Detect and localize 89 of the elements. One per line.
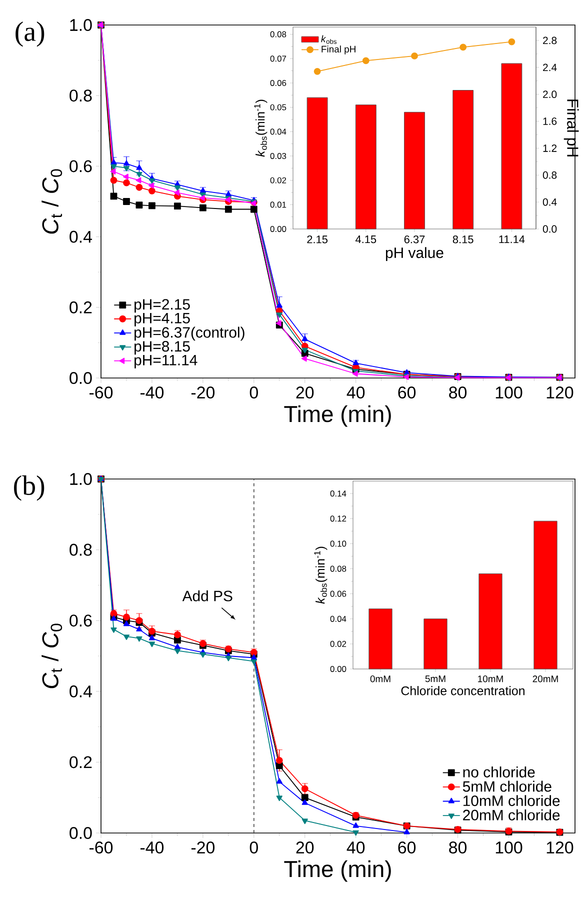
legend-label: pH=11.14 xyxy=(134,354,198,368)
y-tick-label: 0.8 xyxy=(70,90,92,102)
y2-tick-label: 1.6 xyxy=(543,118,557,125)
text: (b) xyxy=(14,475,44,501)
x-tick-label: 120 xyxy=(546,386,574,399)
y-tick-label: 1.0 xyxy=(70,472,92,485)
x-tick-label: 0 xyxy=(250,386,258,399)
y-tick-label: 0.00 xyxy=(330,666,346,672)
x-tick-label: 2.15 xyxy=(307,236,328,244)
y-axis-title: C$_{t}$ / C$_{0}$ xyxy=(42,624,62,688)
legend-label: k$_{obs}$ xyxy=(321,35,337,44)
x-tick-label: 0mM xyxy=(370,676,390,682)
y-tick-label: 0.14 xyxy=(330,490,346,497)
x-tick-label: 100 xyxy=(496,842,522,854)
x-tick-label: 20 xyxy=(296,842,314,854)
y-tick-label: 0.2 xyxy=(70,756,92,768)
x-tick-label: 80 xyxy=(449,386,467,399)
x-tick-label: 60 xyxy=(398,842,416,854)
y-axis-title: C$_{t}$ / C$_{0}$ xyxy=(42,169,62,234)
x-tick-label: 10mM xyxy=(478,676,503,682)
x-tick-label: 0 xyxy=(250,842,258,854)
y2-axis-title: Final pH xyxy=(564,100,579,156)
x-tick-label: -60 xyxy=(90,386,113,399)
y-tick-label: 1.0 xyxy=(70,18,92,31)
x-tick-label: -40 xyxy=(140,386,164,399)
legend-label: 10mM chloride xyxy=(463,795,560,806)
y-tick-label: 0.00 xyxy=(270,226,286,232)
y2-tick-label: 1.2 xyxy=(543,144,557,152)
y-tick-label: 0.06 xyxy=(270,80,286,86)
x-tick-label: -40 xyxy=(140,842,164,854)
y-tick-label: 0.8 xyxy=(70,544,92,556)
y2-tick-label: 2.0 xyxy=(543,90,557,98)
y-tick-label: 0.06 xyxy=(330,590,346,597)
legend-label: pH=6.37(control) xyxy=(134,326,244,341)
x-tick-label: -20 xyxy=(191,386,215,399)
y-tick-label: 0.0 xyxy=(70,372,92,384)
x-axis-title: Time (min) xyxy=(284,405,391,427)
x-tick-label: 8.15 xyxy=(452,236,474,244)
y-tick-label: 0.03 xyxy=(270,152,286,159)
legend-label: pH=8.15 xyxy=(134,341,190,355)
y-axis-title: k$_{obs}$(min$^{-1}$) xyxy=(254,100,268,157)
legend-label: Final pH xyxy=(322,46,356,54)
x-tick-label: 6.37 xyxy=(404,236,425,244)
x-tick-label: 80 xyxy=(449,842,467,854)
y-tick-label: 0.4 xyxy=(70,230,92,243)
legend-label: pH=2.15 xyxy=(134,299,190,313)
x-axis-title: pH value xyxy=(386,247,444,262)
y-tick-label: 0.05 xyxy=(270,104,286,110)
y-tick-label: 0.12 xyxy=(330,516,346,522)
x-tick-label: -20 xyxy=(191,842,215,854)
y-tick-label: 0.04 xyxy=(270,128,286,135)
x-tick-label: 120 xyxy=(546,842,574,854)
legend-label: 5mM chloride xyxy=(462,780,552,792)
x-axis-title: Time (min) xyxy=(284,860,391,882)
legend-label: no chloride xyxy=(463,766,535,778)
y-tick-label: 0.0 xyxy=(70,826,92,839)
y2-tick-label: 0.0 xyxy=(542,225,557,233)
y-tick-label: 0.07 xyxy=(270,56,286,62)
x-tick-label: 40 xyxy=(346,842,365,854)
y2-tick-label: 0.4 xyxy=(542,198,557,206)
y-tick-label: 0.02 xyxy=(270,177,286,184)
y-tick-label: 0.2 xyxy=(70,301,92,314)
x-tick-label: 5mM xyxy=(425,676,446,682)
x-tick-label: 20 xyxy=(296,386,314,399)
x-tick-label: 60 xyxy=(398,386,416,399)
y-tick-label: 0.6 xyxy=(70,614,92,627)
x-tick-label: 4.15 xyxy=(355,236,376,244)
y-tick-label: 0.01 xyxy=(270,202,286,208)
text: (a) xyxy=(16,21,44,47)
x-tick-label: 100 xyxy=(496,386,522,399)
x-axis-title: Chloride concentration xyxy=(401,686,524,696)
x-tick-label: 11.14 xyxy=(499,236,525,244)
legend-label: 20mM chloride xyxy=(463,809,560,820)
x-tick-label: -60 xyxy=(90,842,113,854)
y2-tick-label: 2.8 xyxy=(543,36,557,44)
y-axis-title: k$_{obs}$(min$^{-1}$) xyxy=(314,546,328,604)
annotation: Add PS xyxy=(182,590,232,602)
y-tick-label: 0.08 xyxy=(330,566,346,572)
y-tick-label: 0.10 xyxy=(330,540,346,547)
y-tick-label: 0.6 xyxy=(70,160,92,172)
x-tick-label: 40 xyxy=(346,386,365,399)
y-tick-label: 0.08 xyxy=(270,31,286,38)
y-tick-label: 0.04 xyxy=(330,616,346,622)
y-tick-label: 0.02 xyxy=(330,640,346,647)
x-tick-label: 20mM xyxy=(532,676,558,682)
y-tick-label: 0.4 xyxy=(70,685,92,698)
legend-label: pH=4.15 xyxy=(134,312,190,326)
y2-tick-label: 0.8 xyxy=(542,171,557,179)
y2-tick-label: 2.4 xyxy=(543,64,557,72)
